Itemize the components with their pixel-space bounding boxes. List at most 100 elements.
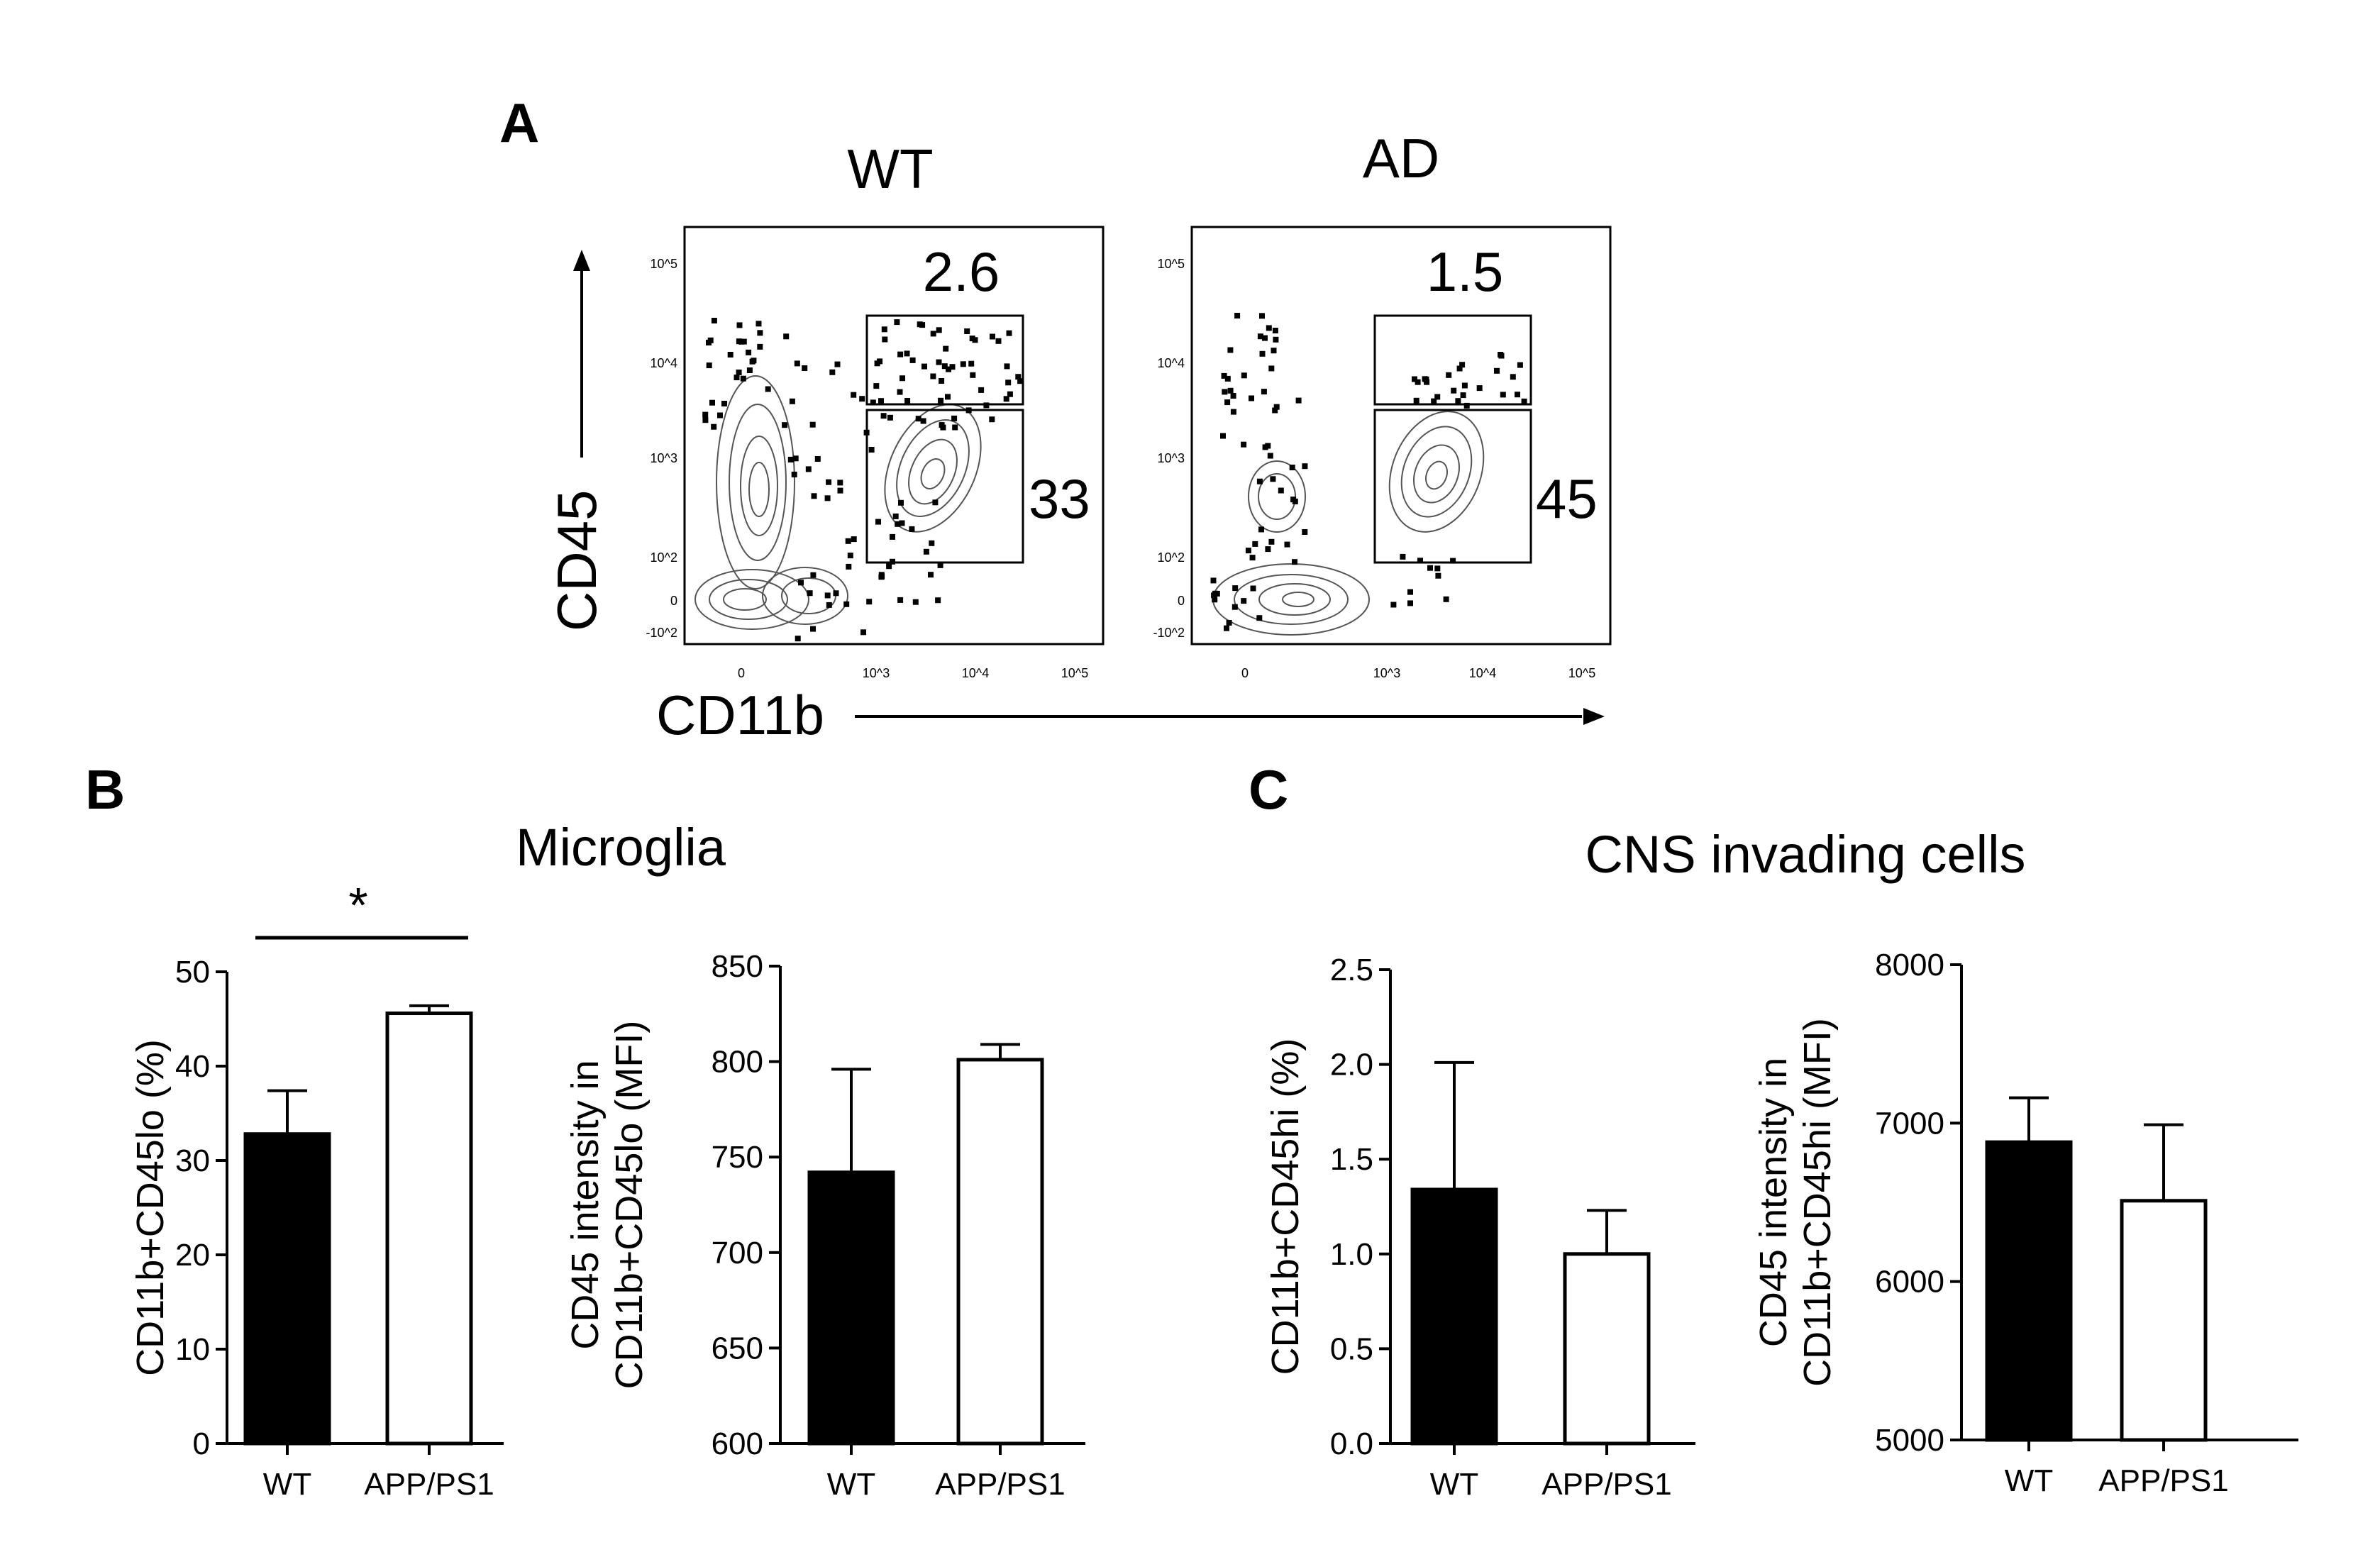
flow-event-dot bbox=[782, 422, 788, 428]
flow-event-dot bbox=[1422, 376, 1428, 382]
bar-wt bbox=[243, 1132, 331, 1446]
flow-event-dot bbox=[921, 363, 927, 370]
flow-event-dot bbox=[873, 383, 880, 389]
flow-event-dot bbox=[878, 572, 885, 578]
y-tick-label: 5000 bbox=[1875, 1423, 1944, 1458]
flow-event-dot bbox=[837, 480, 843, 486]
gate-ad-hi bbox=[1373, 314, 1532, 406]
flow-event-dot bbox=[1272, 328, 1278, 333]
flow-event-dot bbox=[968, 360, 975, 367]
y-axis-label: CD45 intensity in bbox=[564, 1060, 607, 1349]
bar-app-ps1 bbox=[2120, 1199, 2208, 1442]
bar-app-ps1 bbox=[385, 1012, 473, 1446]
flow-event-dot bbox=[702, 417, 709, 423]
flow-event-dot bbox=[792, 455, 799, 462]
flow-event-dot bbox=[1270, 476, 1276, 482]
flow-event-dot bbox=[1400, 553, 1406, 560]
flow-event-dot bbox=[964, 328, 970, 334]
x-tick-label: APP/PS1 bbox=[364, 1467, 494, 1502]
flow-event-dot bbox=[1258, 526, 1264, 533]
flow-event-dot bbox=[930, 331, 936, 337]
flow-event-dot bbox=[1224, 399, 1231, 406]
flow-event-dot bbox=[833, 590, 839, 597]
flow-event-dot bbox=[938, 397, 944, 404]
flow-event-dot bbox=[1302, 529, 1308, 535]
flow-contours-ad bbox=[1212, 411, 1485, 636]
flow-event-dot bbox=[1249, 555, 1256, 561]
flow-event-dot bbox=[1292, 559, 1297, 565]
flow-event-dot bbox=[943, 345, 949, 352]
flow-event-dot bbox=[900, 375, 905, 382]
flow-yticks-ad: 10^5 10^4 10^3 10^2 0 -10^2 bbox=[1153, 257, 1185, 640]
flow-event-dot bbox=[706, 362, 712, 369]
flow-event-dot bbox=[736, 322, 743, 328]
flow-event-dot bbox=[814, 456, 821, 462]
flow-event-dot bbox=[824, 495, 831, 502]
bar-wt bbox=[807, 1170, 895, 1446]
flow-event-dot bbox=[846, 563, 852, 570]
flow-event-dot bbox=[880, 413, 887, 419]
y-tick-label: 1.0 bbox=[1330, 1237, 1373, 1272]
flow-yticks-wt: 10^5 10^4 10^3 10^2 0 -10^2 bbox=[646, 257, 677, 640]
flow-ytick: 10^2 bbox=[1158, 550, 1185, 565]
flow-event-dot bbox=[765, 386, 771, 392]
flow-event-dot bbox=[1295, 397, 1302, 404]
flow-event-dot bbox=[1273, 336, 1279, 343]
flow-xtick: 10^5 bbox=[1568, 666, 1595, 680]
flow-event-dot bbox=[995, 338, 1002, 344]
y-tick-label: 6000 bbox=[1875, 1265, 1944, 1300]
flow-event-dot bbox=[837, 487, 843, 494]
flow-event-dot bbox=[1476, 385, 1483, 392]
y-tick-label: 20 bbox=[175, 1238, 210, 1273]
flow-event-dot bbox=[870, 399, 876, 406]
flow-title-ad: AD bbox=[1363, 127, 1439, 189]
panel-b-title: Microglia bbox=[516, 818, 726, 877]
y-tick-label: 0.5 bbox=[1330, 1331, 1373, 1366]
flow-event-dot bbox=[1494, 367, 1500, 374]
flow-event-dot bbox=[1461, 382, 1468, 389]
y-tick-label: 1.5 bbox=[1330, 1142, 1373, 1177]
bar-chart-b2: 600 650 700 750 800 850 WT APP/PS1 CD45 intensit… bbox=[564, 949, 1085, 1502]
flow-ytick: 0 bbox=[1178, 594, 1185, 608]
flow-ytick: 10^3 bbox=[1158, 451, 1185, 465]
flow-xtick: 10^4 bbox=[962, 666, 989, 680]
y-tick-label: 700 bbox=[712, 1236, 763, 1270]
flow-event-dot bbox=[1256, 615, 1263, 621]
flow-event-dot bbox=[868, 447, 875, 453]
flow-event-dot bbox=[734, 375, 740, 381]
y-tick-label: 0 bbox=[193, 1426, 210, 1461]
y-axis-label: CD45 intensity in bbox=[1752, 1058, 1795, 1347]
flow-event-dot bbox=[787, 456, 794, 462]
flow-event-dot bbox=[1230, 393, 1236, 399]
flow-event-dot bbox=[932, 499, 939, 506]
flow-event-dot bbox=[890, 533, 895, 540]
flow-event-dot bbox=[851, 536, 857, 543]
gate-ad-lo bbox=[1373, 409, 1532, 564]
flow-event-dot bbox=[1413, 397, 1419, 404]
y-axis-arrowhead bbox=[573, 250, 590, 271]
flow-event-dot bbox=[1241, 441, 1247, 448]
flow-dots-wt bbox=[702, 318, 1024, 642]
flow-event-dot bbox=[1259, 313, 1265, 319]
gate-ad-hi-value: 1.5 bbox=[1427, 240, 1503, 303]
x-tick-label: WT bbox=[827, 1467, 875, 1502]
flow-event-dot bbox=[1412, 376, 1417, 382]
flow-xticks-ad: 0 10^3 10^4 10^5 bbox=[1241, 666, 1595, 680]
flow-event-dot bbox=[951, 415, 958, 421]
flow-event-dot bbox=[1006, 330, 1012, 336]
flow-event-dot bbox=[702, 411, 709, 418]
flow-event-dot bbox=[886, 563, 892, 570]
flow-event-dot bbox=[789, 398, 795, 404]
flow-event-dot bbox=[738, 338, 745, 345]
flow-event-dot bbox=[860, 629, 866, 636]
flow-event-dot bbox=[1004, 363, 1010, 370]
flow-event-dot bbox=[721, 401, 727, 406]
x-axis-arrowhead bbox=[1583, 708, 1605, 725]
flow-event-dot bbox=[939, 378, 945, 384]
flow-event-dot bbox=[1272, 407, 1278, 414]
y-axis-label: CD11b+CD45lo (%) bbox=[129, 1039, 172, 1376]
bar-chart-b1: 0 10 20 30 40 50 WT APP/PS1 CD11b+CD45lo (%) * bbox=[129, 877, 504, 1502]
flow-event-dot bbox=[909, 357, 916, 363]
flow-event-dot bbox=[1252, 541, 1258, 547]
